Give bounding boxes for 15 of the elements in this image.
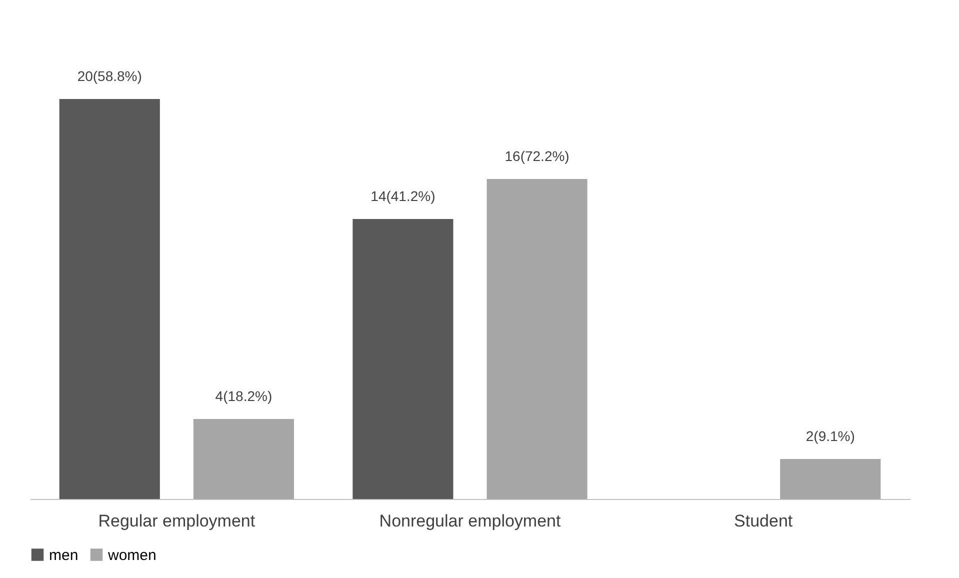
bar [352,219,454,499]
x-tick-label: Nonregular employment [379,512,561,530]
x-tick-label: Student [734,512,793,530]
data-label: 2(9.1%) [806,428,855,444]
data-label: 20(58.8%) [77,68,142,84]
x-tick-label: Regular employment [98,512,256,530]
legend-label: women [107,546,156,564]
data-label: 14(41.2%) [370,188,436,204]
data-label: 4(18.2%) [215,388,272,404]
bar [780,459,881,499]
bar [193,419,294,499]
bar [486,179,588,499]
legend-label: men [49,546,78,564]
bar [59,99,160,499]
data-label: 16(72.2%) [504,148,570,164]
